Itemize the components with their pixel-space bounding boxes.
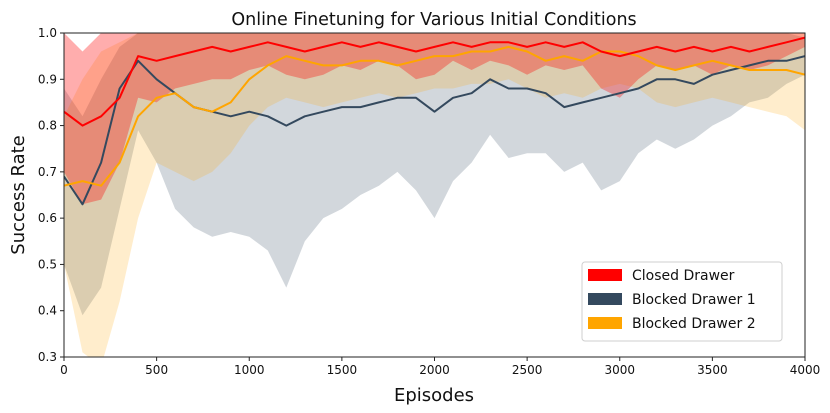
plot-area	[63, 32, 806, 358]
closed-drawer-band	[64, 33, 805, 205]
series-lines	[64, 36, 805, 206]
x-tick-label: 2500	[512, 363, 543, 377]
y-axis-ticks: 0.3 0.4 0.5 0.6 0.7 0.8 0.9 1.0	[38, 26, 64, 364]
x-tick-label: 3500	[697, 363, 728, 377]
blocked-drawer-1-band	[64, 33, 805, 316]
y-tick-label: 0.7	[38, 165, 57, 179]
y-tick-label: 0.4	[38, 304, 57, 318]
closed-drawer-legend-label: Closed Drawer	[632, 268, 735, 284]
blocked-drawer-2-band	[64, 33, 805, 357]
y-tick-label: 1.0	[38, 26, 57, 40]
closed-drawer-legend-swatch	[588, 269, 622, 281]
chart-title: Online Finetuning for Various Initial Co…	[231, 10, 636, 30]
blocked-drawer-2-legend-label: Blocked Drawer 2	[632, 316, 756, 332]
confidence-bands	[64, 33, 805, 357]
x-tick-label: 3000	[604, 363, 635, 377]
y-axis-label: Success Rate	[8, 135, 29, 254]
closed-drawer-line	[64, 36, 805, 127]
x-axis-ticks: 0 500 1000 1500 2000 2500 3000 3500 4000	[60, 357, 820, 377]
x-tick-label: 4000	[790, 363, 821, 377]
legend-box	[581, 261, 783, 342]
y-tick-label: 0.9	[38, 72, 57, 86]
x-tick-label: 2000	[419, 363, 450, 377]
blocked-drawer-1-legend-swatch	[588, 293, 622, 305]
blocked-drawer-2-legend-swatch	[588, 317, 622, 329]
x-tick-label: 1500	[327, 363, 358, 377]
x-tick-label: 500	[145, 363, 168, 377]
x-tick-label: 1000	[234, 363, 265, 377]
y-tick-label: 0.3	[38, 350, 57, 364]
blocked-drawer-1-legend-label: Blocked Drawer 1	[632, 292, 756, 308]
x-axis-label: Episodes	[394, 385, 474, 406]
y-tick-label: 0.5	[38, 257, 57, 271]
blocked-drawer-2-line	[64, 45, 805, 187]
y-tick-label: 0.6	[38, 211, 57, 225]
x-tick-label: 0	[60, 363, 68, 377]
legend: Closed Drawer Blocked Drawer 1 Blocked Dra…	[581, 261, 783, 342]
y-tick-label: 0.8	[38, 119, 57, 133]
